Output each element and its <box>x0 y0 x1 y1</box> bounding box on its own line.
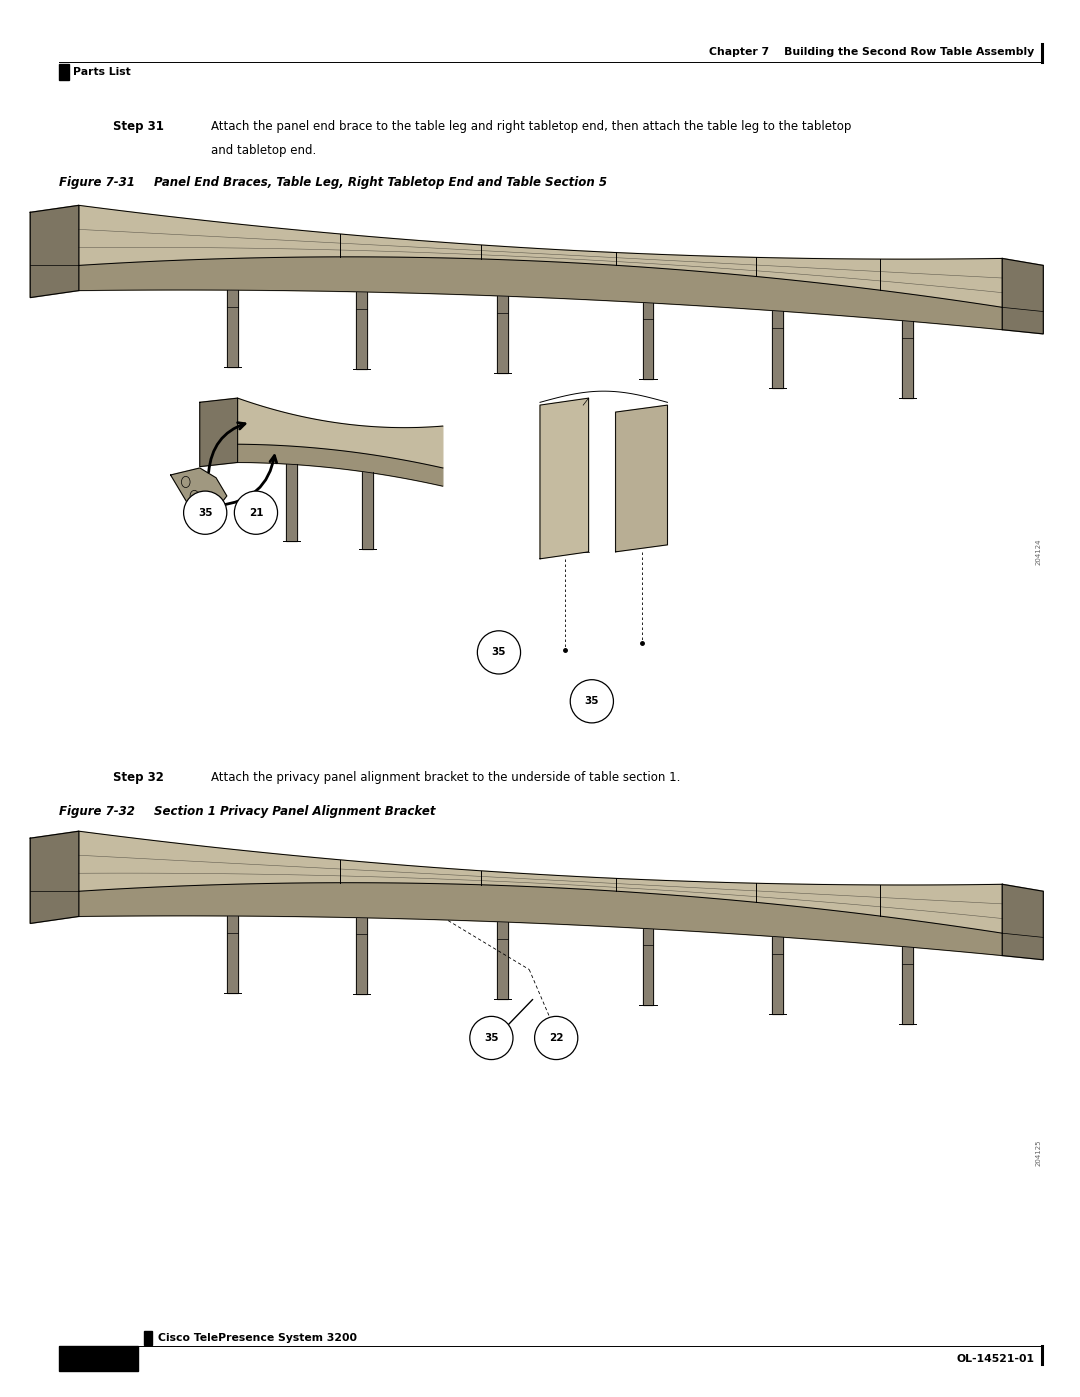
Text: 21: 21 <box>248 507 264 518</box>
Text: Step 31: Step 31 <box>113 120 164 133</box>
Bar <box>286 464 297 541</box>
Bar <box>356 918 367 995</box>
Text: Attach the panel end brace to the table leg and right tabletop end, then attach : Attach the panel end brace to the table … <box>211 120 851 133</box>
Polygon shape <box>171 468 227 510</box>
Text: 35: 35 <box>584 696 599 707</box>
Polygon shape <box>79 883 1002 956</box>
Bar <box>497 296 508 373</box>
Text: OL-14521-01: OL-14521-01 <box>957 1354 1035 1363</box>
Ellipse shape <box>470 1017 513 1059</box>
Polygon shape <box>200 398 238 467</box>
Ellipse shape <box>570 680 613 722</box>
Bar <box>362 472 373 549</box>
Text: 7-34: 7-34 <box>84 1352 113 1365</box>
Text: Cisco TelePresence System 3200: Cisco TelePresence System 3200 <box>158 1333 356 1343</box>
Text: 204124: 204124 <box>1036 539 1042 564</box>
Text: 35: 35 <box>484 1032 499 1044</box>
Bar <box>643 303 653 380</box>
Ellipse shape <box>234 492 278 534</box>
Text: Step 32: Step 32 <box>113 771 164 784</box>
Ellipse shape <box>184 492 227 534</box>
Bar <box>227 291 238 367</box>
Bar <box>643 929 653 1006</box>
Polygon shape <box>1002 258 1043 334</box>
Bar <box>772 937 783 1014</box>
Polygon shape <box>79 831 1002 933</box>
Text: 35: 35 <box>198 507 213 518</box>
Bar <box>902 321 913 398</box>
Polygon shape <box>238 398 443 468</box>
Text: Attach the privacy panel alignment bracket to the underside of table section 1.: Attach the privacy panel alignment brack… <box>211 771 680 784</box>
Text: Figure 7-31: Figure 7-31 <box>59 176 135 189</box>
Ellipse shape <box>477 631 521 673</box>
Polygon shape <box>1002 884 1043 960</box>
Text: Section 1 Privacy Panel Alignment Bracket: Section 1 Privacy Panel Alignment Bracke… <box>154 805 436 817</box>
Text: 204125: 204125 <box>1036 1140 1042 1165</box>
Text: Panel End Braces, Table Leg, Right Tabletop End and Table Section 5: Panel End Braces, Table Leg, Right Table… <box>154 176 607 189</box>
Polygon shape <box>79 257 1002 330</box>
Polygon shape <box>238 444 443 486</box>
Ellipse shape <box>535 1017 578 1059</box>
Bar <box>356 292 367 369</box>
Polygon shape <box>616 405 667 552</box>
Polygon shape <box>79 205 1002 307</box>
Bar <box>772 312 783 388</box>
Text: 22: 22 <box>549 1032 564 1044</box>
Bar <box>59 63 69 81</box>
Bar <box>902 947 913 1024</box>
Text: and tabletop end.: and tabletop end. <box>211 144 315 156</box>
Text: Figure 7-32: Figure 7-32 <box>59 805 135 817</box>
Bar <box>144 1330 152 1344</box>
Bar <box>497 922 508 999</box>
Bar <box>59 1347 138 1372</box>
Bar <box>227 916 238 993</box>
Polygon shape <box>540 398 589 559</box>
Polygon shape <box>30 831 79 923</box>
Polygon shape <box>30 205 79 298</box>
Text: Chapter 7    Building the Second Row Table Assembly: Chapter 7 Building the Second Row Table … <box>710 47 1035 57</box>
Text: Parts List: Parts List <box>73 67 131 77</box>
Text: 35: 35 <box>491 647 507 658</box>
